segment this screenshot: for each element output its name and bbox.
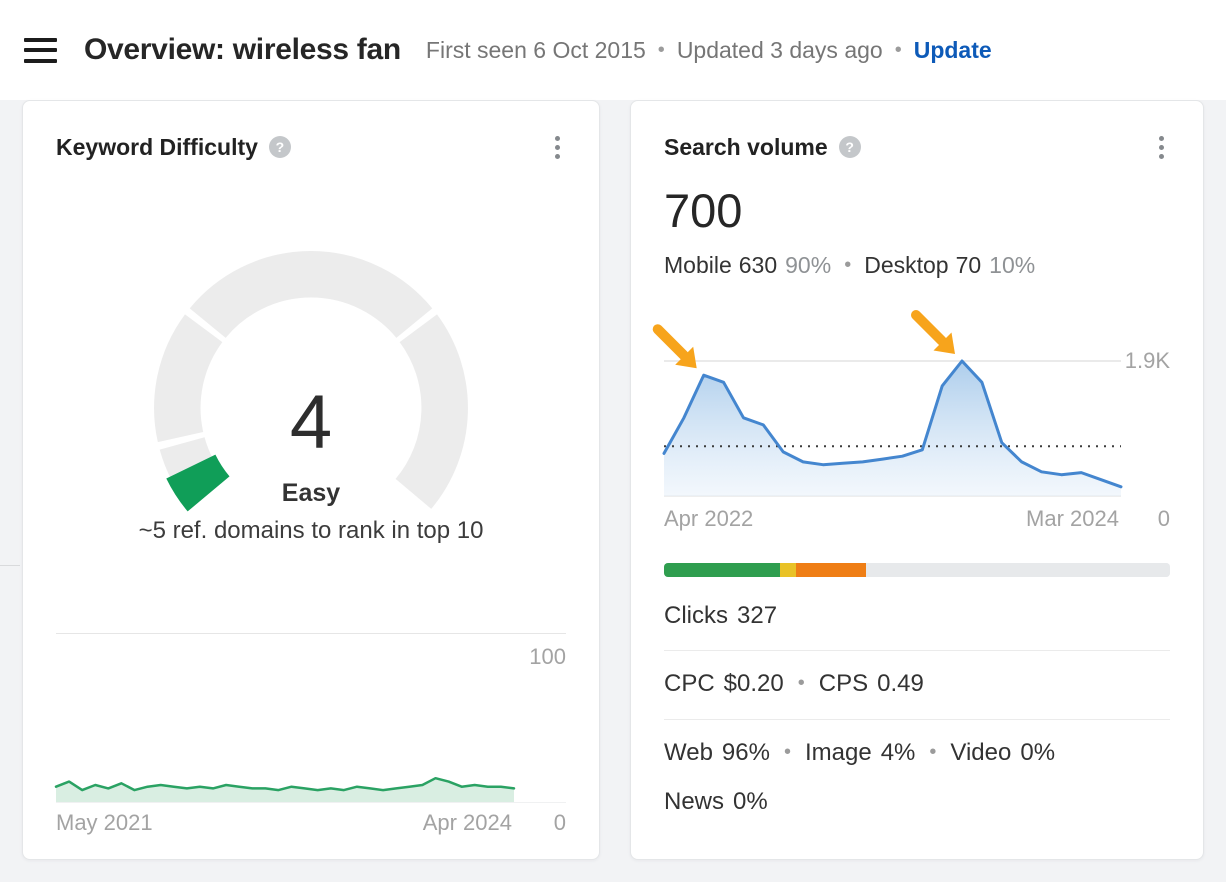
y-axis-min-label: 0 — [1157, 505, 1170, 531]
updated-text: Updated 3 days ago — [676, 36, 883, 63]
divider — [664, 649, 1170, 651]
x-axis-labels: May 2021 Apr 2024 0 — [56, 810, 566, 836]
divider — [664, 718, 1170, 720]
x-axis-labels: Apr 2022 Mar 2024 0 — [664, 506, 1170, 532]
kd-description: ~5 ref. domains to rank in top 10 — [138, 517, 484, 544]
separator-dot: • — [797, 672, 805, 695]
help-icon[interactable]: ? — [838, 136, 861, 158]
gauge-track-segment — [395, 314, 468, 509]
series-line — [54, 776, 516, 792]
kd-gauge: 4 Easy ~5 ref. domains to rank in top 10 — [56, 245, 566, 545]
cpc-metric: CPC $0.20 — [664, 669, 784, 697]
x-axis-end-label: Mar 2024 — [1026, 505, 1119, 531]
clicks-bar-segment-orange — [795, 562, 867, 577]
area-fill — [56, 778, 514, 802]
search-volume-trend-chart: 1.9K — [652, 299, 1170, 499]
card-header: Keyword Difficulty ? — [56, 131, 566, 163]
y-axis-min-label: 0 — [553, 810, 566, 835]
kd-score: 4 — [289, 380, 333, 465]
device-breakdown: Mobile 630 90% • Desktop 70 10% — [664, 252, 1170, 279]
clicks-row: Clicks 327 — [664, 602, 1170, 630]
clicks-metric: Clicks 327 — [664, 601, 778, 629]
desktop-volume: Desktop 70 — [864, 251, 982, 278]
gauge-track-segment — [189, 251, 433, 339]
clicks-bar-segment-green — [664, 562, 781, 577]
gauge-track-segment — [154, 314, 223, 443]
search-volume-trend-svg — [652, 309, 1123, 497]
page-divider-fragment — [0, 565, 20, 566]
separator-dot: • — [844, 253, 852, 276]
desktop-share: 10% — [989, 251, 1036, 278]
kd-score-label: Easy — [281, 479, 341, 507]
page-header: Overview: wireless fan First seen 6 Oct … — [0, 0, 1226, 100]
y-axis-max-label: 1.9K — [1124, 347, 1170, 373]
cpc-cps-row: CPC $0.20 • CPS 0.49 — [664, 670, 1170, 698]
image-metric: Image 4% — [804, 738, 916, 766]
serp-features-row-2: News 0% — [664, 788, 1170, 816]
kebab-menu-icon[interactable] — [1153, 132, 1170, 163]
x-axis-start-label: May 2021 — [56, 810, 153, 835]
kebab-menu-icon[interactable] — [549, 132, 566, 163]
menu-icon[interactable] — [24, 37, 57, 63]
separator-dot: • — [783, 741, 791, 764]
search-volume-card: Search volume ? 700 Mobile 630 90% • Desk… — [630, 100, 1204, 860]
first-seen-text: First seen 6 Oct 2015 — [425, 36, 646, 63]
x-axis-end-label: Apr 2024 — [422, 810, 512, 835]
header-meta: First seen 6 Oct 2015 • Updated 3 days a… — [426, 37, 992, 64]
video-metric: Video 0% — [950, 738, 1056, 766]
annotation-arrow-shaft — [652, 323, 689, 360]
kd-history-sparkline — [54, 776, 516, 802]
web-metric: Web 96% — [664, 738, 770, 766]
annotation-arrow-head — [675, 346, 697, 368]
card-title: Search volume — [664, 133, 828, 160]
search-volume-value: 700 — [664, 184, 743, 237]
clicks-bar-segment-yellow — [780, 562, 796, 577]
cps-metric: CPS 0.49 — [818, 669, 924, 697]
keyword-difficulty-card: Keyword Difficulty ? 4 Easy ~5 ref. doma… — [22, 100, 600, 860]
serp-features-row: Web 96% • Image 4% • Video 0% — [664, 739, 1170, 767]
update-link[interactable]: Update — [913, 36, 992, 63]
clicks-bar-segment-track — [866, 562, 1170, 577]
mobile-share: 90% — [785, 251, 832, 278]
annotation-arrow-head — [933, 332, 955, 354]
clicks-breakdown-bar — [664, 562, 1170, 577]
annotation-arrow-shaft — [911, 309, 947, 346]
kd-gauge-chart — [154, 251, 468, 512]
x-axis-start-label: Apr 2022 — [664, 505, 754, 531]
card-title: Keyword Difficulty — [56, 133, 258, 160]
separator-dot: • — [894, 38, 902, 61]
news-metric: News 0% — [664, 787, 768, 815]
help-icon[interactable]: ? — [268, 136, 291, 158]
series-line — [662, 359, 1123, 488]
gauge-value-arc — [166, 453, 231, 512]
mobile-volume: Mobile 630 — [664, 251, 778, 278]
card-header: Search volume ? — [664, 131, 1170, 163]
page-title: Overview: wireless fan — [84, 33, 401, 66]
kd-history-chart: 100 — [54, 633, 566, 803]
separator-dot: • — [657, 38, 665, 61]
separator-dot: • — [929, 741, 937, 764]
area-fill — [664, 360, 1121, 496]
y-axis-max-label: 100 — [529, 644, 566, 669]
